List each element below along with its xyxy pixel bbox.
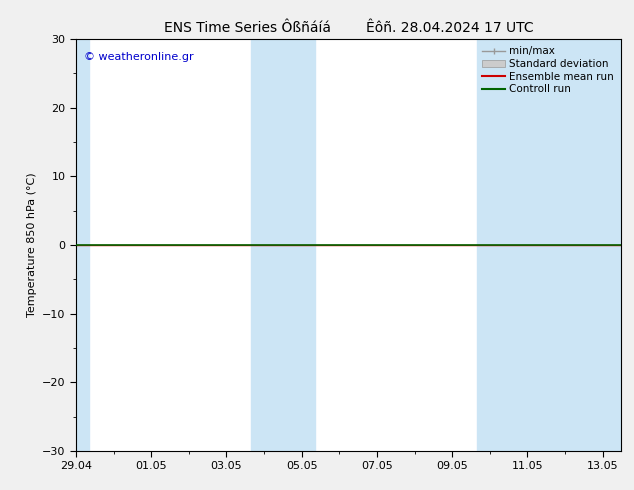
Y-axis label: Temperature 850 hPa (°C): Temperature 850 hPa (°C) <box>27 172 37 318</box>
Bar <box>477 39 621 451</box>
Bar <box>251 39 315 451</box>
Text: © weatheronline.gr: © weatheronline.gr <box>84 51 194 62</box>
Legend: min/max, Standard deviation, Ensemble mean run, Controll run: min/max, Standard deviation, Ensemble me… <box>480 45 616 97</box>
Bar <box>76 39 89 451</box>
Title: ENS Time Series Ôßñáíá        Êôñ. 28.04.2024 17 UTC: ENS Time Series Ôßñáíá Êôñ. 28.04.2024 1… <box>164 21 534 35</box>
